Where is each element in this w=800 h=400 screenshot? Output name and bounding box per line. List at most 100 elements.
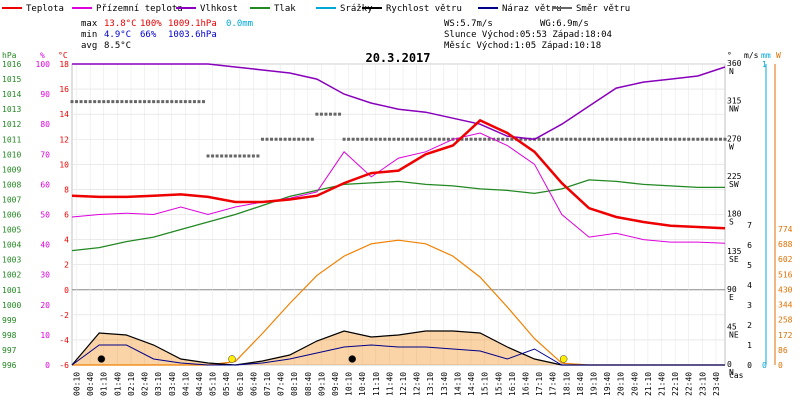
w-tick-label: 602	[778, 255, 793, 264]
wind-direction-point	[301, 137, 305, 141]
wind-direction-point	[637, 137, 641, 141]
x-tick-label: 11:10	[372, 372, 381, 396]
ms-tick-label: 4	[747, 281, 752, 290]
wind-direction-point	[224, 154, 228, 158]
wind-direction-point	[84, 100, 88, 104]
mm-tick-label: 0	[762, 361, 767, 370]
wind-direction-point	[115, 100, 119, 104]
wind-direction-point	[369, 137, 373, 141]
wind-direction-point	[619, 137, 623, 141]
wind-direction-point	[551, 137, 555, 141]
wind-direction-point	[669, 137, 673, 141]
series-area-wind	[72, 331, 725, 365]
w-tick-label: 688	[778, 240, 793, 249]
stats-wg: WG:6.9m/s	[540, 19, 589, 29]
wind-direction-point	[560, 137, 564, 141]
wind-direction-point	[143, 100, 147, 104]
wind-direction-point	[614, 137, 618, 141]
w-tick-label: 344	[778, 301, 793, 310]
stats-max-press: 1009.1hPa	[168, 19, 217, 29]
degc-tick-label: 0	[64, 286, 69, 295]
wind-direction-point	[465, 137, 469, 141]
stats-max-temp: 13.8°C	[104, 19, 137, 29]
hpa-tick-label: 998	[2, 331, 17, 340]
x-tick-label: 17:10	[535, 372, 544, 396]
ms-axis-label: m/s	[744, 51, 759, 60]
wind-direction-point	[523, 137, 527, 141]
wind-direction-point	[714, 137, 718, 141]
wind-direction-point	[587, 137, 591, 141]
deg-tick-label: 225	[727, 172, 742, 181]
x-tick-label: 22:10	[671, 372, 680, 396]
wind-direction-point	[88, 100, 92, 104]
wind-direction-point	[319, 112, 323, 116]
wind-direction-point	[424, 137, 428, 141]
dir-tick-label: E	[729, 293, 734, 302]
stats-ws: WS:5.7m/s	[444, 19, 493, 29]
w-tick-label: 86	[778, 346, 788, 355]
wind-direction-point	[578, 137, 582, 141]
pct-tick-label: 20	[40, 301, 50, 310]
pct-tick-label: 60	[40, 180, 50, 189]
moon-marker	[97, 355, 106, 363]
stats-sun: Slunce Východ:05:53 Západ:18:04	[444, 30, 612, 40]
wind-direction-point	[378, 137, 382, 141]
hpa-tick-label: 1014	[2, 90, 21, 99]
dir-tick-label: NW	[729, 105, 739, 114]
degc-tick-label: 2	[64, 261, 69, 270]
deg-tick-label: 360	[727, 59, 742, 68]
wind-direction-point	[650, 137, 654, 141]
wind-direction-point	[351, 137, 355, 141]
wind-direction-point	[519, 137, 523, 141]
wind-direction-point	[623, 137, 627, 141]
ms-tick-label: 6	[747, 241, 752, 250]
wind-direction-point	[496, 137, 500, 141]
wind-direction-point	[564, 137, 568, 141]
wind-direction-point	[646, 137, 650, 141]
x-tick-label: 19:40	[603, 372, 612, 396]
wind-direction-point	[641, 137, 645, 141]
wind-direction-point	[682, 137, 686, 141]
hpa-tick-label: 1001	[2, 286, 21, 295]
wind-direction-point	[632, 137, 636, 141]
wind-direction-point	[383, 137, 387, 141]
legend-entry-1: Přízemní teplota	[96, 4, 183, 14]
x-tick-label: 14:40	[467, 372, 476, 396]
wind-direction-point	[328, 112, 332, 116]
ms-tick-label: 3	[747, 301, 752, 310]
wind-direction-point	[573, 137, 577, 141]
stats-max-rain: 0.0mm	[226, 19, 253, 29]
degc-tick-label: -6	[59, 361, 69, 370]
wind-direction-point	[455, 137, 459, 141]
hpa-tick-label: 997	[2, 346, 17, 355]
wind-direction-point	[664, 137, 668, 141]
ms-tick-label: 1	[747, 341, 752, 350]
wind-direction-point	[678, 137, 682, 141]
pct-tick-label: 90	[40, 90, 50, 99]
x-tick-label: 09:40	[331, 372, 340, 396]
wind-direction-point	[338, 112, 342, 116]
wind-direction-point	[406, 137, 410, 141]
x-tick-label: 04:40	[195, 372, 204, 396]
wind-direction-point	[460, 137, 464, 141]
wind-direction-point	[356, 137, 360, 141]
dir-tick-label: N	[729, 67, 734, 76]
deg-tick-label: 45	[727, 322, 737, 331]
wind-direction-point	[474, 137, 478, 141]
stats-min-press: 1003.6hPa	[168, 30, 217, 40]
x-tick-label: 06:10	[236, 372, 245, 396]
wind-direction-point	[510, 137, 514, 141]
x-tick-label: 10:10	[345, 372, 354, 396]
wind-direction-point	[569, 137, 573, 141]
wind-direction-point	[133, 100, 137, 104]
wind-direction-point	[505, 137, 509, 141]
hpa-tick-label: 1011	[2, 135, 21, 144]
wind-direction-point	[147, 100, 151, 104]
legend-entry-4: Srážky	[340, 4, 373, 14]
mm-tick-label: 1	[762, 60, 767, 69]
x-tick-label: 18:10	[562, 372, 571, 396]
series-line-pressure	[71, 179, 725, 252]
hpa-tick-label: 999	[2, 316, 17, 325]
degc-tick-label: -2	[59, 311, 69, 320]
